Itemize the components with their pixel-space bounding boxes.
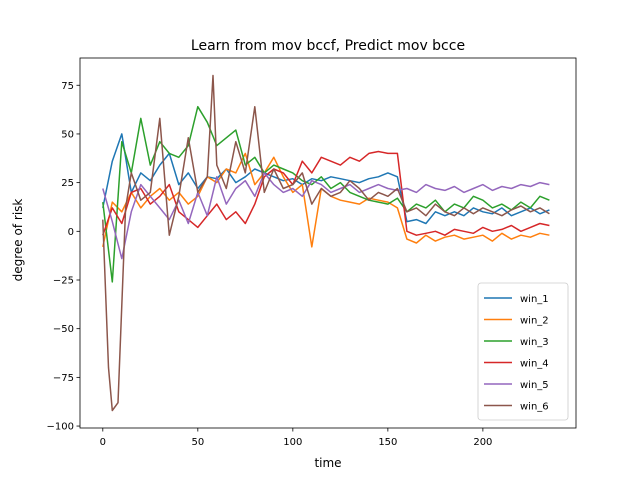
series-line-win_1	[102, 133, 550, 225]
y-tick-label: −25	[53, 276, 74, 287]
series-line-win_6	[102, 74, 550, 412]
legend-label-win_3: win_3	[520, 337, 549, 348]
y-tick-label: 25	[61, 178, 74, 189]
y-tick-label: −75	[53, 373, 74, 384]
axes-frame	[79, 57, 577, 429]
y-tick-label: 50	[61, 129, 74, 140]
y-tick-label: −100	[47, 422, 74, 433]
series-line-win_3	[102, 105, 550, 283]
chart-title: Learn from mov bccf, Predict mov bcce	[191, 38, 465, 54]
y-axis-label: degree of risk	[11, 199, 25, 282]
legend-label-win_6: win_6	[520, 402, 549, 413]
x-tick-label: 0	[100, 437, 106, 448]
legend-box	[477, 282, 569, 421]
series-layer	[102, 74, 550, 412]
x-tick-label: 100	[283, 437, 302, 448]
y-tick-label: −50	[53, 324, 74, 335]
y-tick-label: 0	[68, 227, 74, 238]
legend-label-win_1: win_1	[520, 294, 549, 305]
axes-layer: 0 50 100 150 200 75 50 25 0 −25 −50 −75 −100	[47, 57, 577, 448]
legend-label-win_4: win_4	[520, 359, 549, 370]
series-line-win_4	[102, 150, 550, 236]
legend: win_1 win_2 win_3 win_4 win_5 win_6	[477, 282, 569, 421]
x-tick-label: 50	[191, 437, 204, 448]
x-tick-label: 150	[378, 437, 397, 448]
legend-label-win_2: win_2	[520, 316, 549, 327]
x-axis-label: time	[314, 456, 341, 470]
y-tick-label: 75	[61, 81, 74, 92]
legend-label-win_5: win_5	[520, 380, 549, 391]
x-tick-label: 200	[473, 437, 492, 448]
